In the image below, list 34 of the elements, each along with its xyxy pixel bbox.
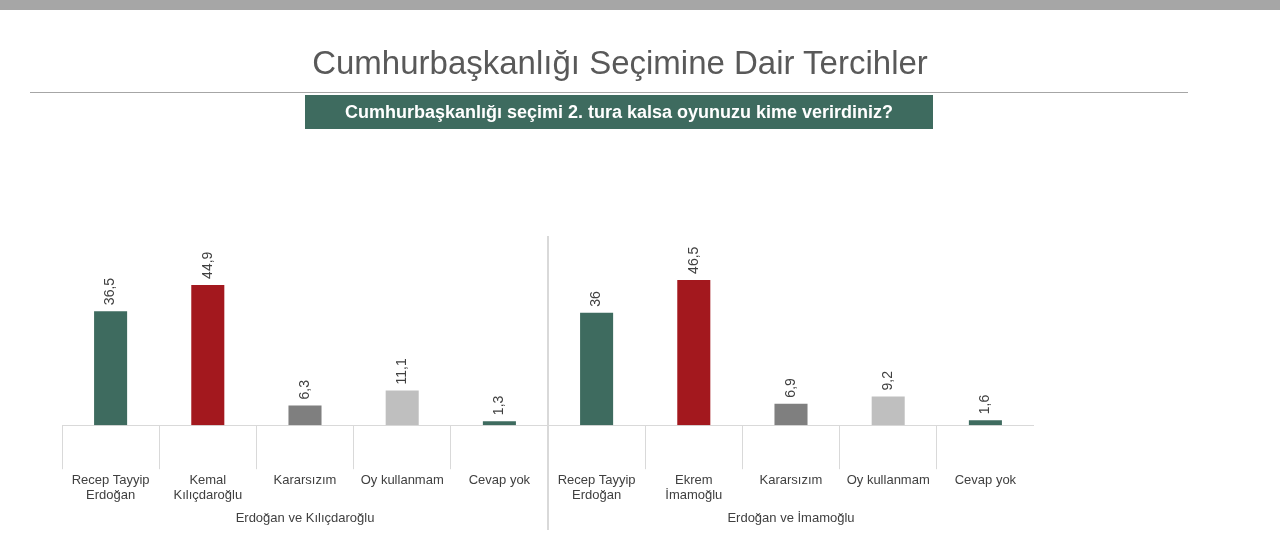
x-tick-label: Oy kullanmam — [846, 471, 930, 487]
x-tick-label: Oy kullanmam — [360, 471, 444, 487]
data-label: 46,5 — [684, 246, 701, 274]
x-axis-title: Erdoğan ve İmamoğlu — [727, 509, 855, 525]
data-label: 11,1 — [393, 358, 410, 385]
x-tick-label: Cevap yok — [954, 471, 1017, 487]
x-tick-label: Kararsızım — [759, 471, 823, 487]
bar — [288, 405, 322, 426]
data-label: 9,2 — [879, 370, 896, 391]
data-label: 36 — [587, 290, 604, 307]
bar — [968, 420, 1002, 426]
data-label: 36,5 — [101, 277, 118, 306]
data-label: 6,9 — [781, 377, 798, 398]
data-label: 1,6 — [976, 394, 993, 415]
x-tick-label: Cevap yok — [468, 471, 531, 487]
text: Cumhurbaşkanlığı seçimi 2. tura kalsa oyunuzu kime verirdiniz? — [305, 95, 933, 129]
bar — [871, 396, 905, 426]
data-label: 6,3 — [295, 379, 312, 400]
bar — [580, 312, 614, 426]
x-tick-label: Recep Tayyip Erdoğan — [71, 471, 150, 503]
bar — [774, 403, 808, 426]
x-tick-label: Recep Tayyip Erdoğan — [557, 471, 636, 503]
data-label: 44,9 — [198, 251, 215, 279]
bar — [94, 311, 128, 426]
bar — [385, 390, 419, 426]
bar — [677, 279, 711, 426]
x-tick-label: Ekrem İmamoğlu — [665, 471, 723, 503]
x-axis-title: Erdoğan ve Kılıçdaroğlu — [235, 509, 375, 525]
x-tick-label: Kararsızım — [273, 471, 337, 487]
bar — [482, 421, 516, 426]
data-label: 1,3 — [490, 395, 507, 416]
text: Cumhurbaşkanlığı Seçimine Dair Tercihler — [311, 44, 929, 82]
bar — [191, 284, 225, 426]
x-tick-label: Kemal Kılıçdaroğlu — [173, 471, 243, 503]
